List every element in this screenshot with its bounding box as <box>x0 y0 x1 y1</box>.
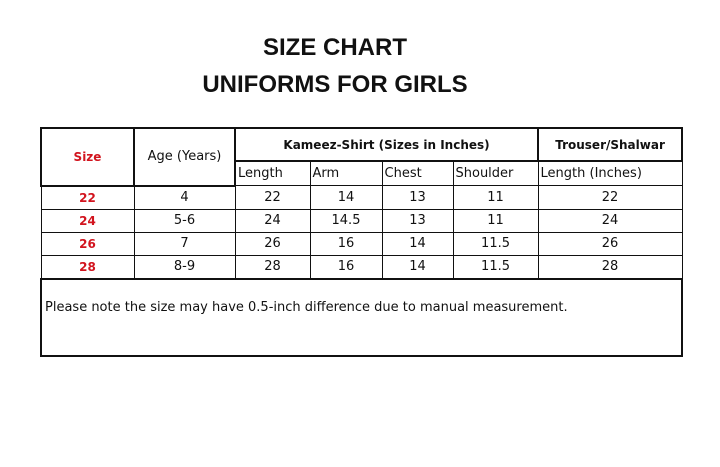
table-row: 24 5-6 24 14.5 13 11 24 <box>40 208 683 233</box>
trouser-length-cell: 22 <box>537 185 683 210</box>
trouser-length-cell: 28 <box>537 254 683 279</box>
age-cell: 8-9 <box>133 254 236 279</box>
arm-cell: 16 <box>309 254 383 279</box>
size-chart-table: Size Age (Years) Kameez-Shirt (Sizes in … <box>39 127 684 357</box>
length-cell: 24 <box>234 208 311 233</box>
table-row: 26 7 26 16 14 11.5 26 <box>40 231 683 256</box>
page-title: SIZE CHART <box>263 34 407 61</box>
length-subheader: Length <box>234 160 311 186</box>
length-cell: 26 <box>234 231 311 256</box>
arm-cell: 14.5 <box>309 208 383 233</box>
chest-cell: 14 <box>381 231 454 256</box>
age-cell: 7 <box>133 231 236 256</box>
shoulder-cell: 11 <box>452 208 539 233</box>
table-row: 28 8-9 28 16 14 11.5 28 <box>40 254 683 279</box>
trouser-header: Trouser/Shalwar <box>537 127 684 162</box>
chest-cell: 14 <box>381 254 454 279</box>
chest-subheader: Chest <box>381 160 454 186</box>
kameez-header: Kameez-Shirt (Sizes in Inches) <box>233 127 540 162</box>
age-header: Age (Years) <box>133 127 236 187</box>
arm-subheader: Arm <box>309 160 383 186</box>
length-cell: 22 <box>234 185 311 210</box>
age-cell: 4 <box>133 185 236 210</box>
size-cell: 26 <box>40 231 135 256</box>
size-cell: 22 <box>40 185 135 210</box>
shoulder-cell: 11 <box>452 185 539 210</box>
trouser-length-cell: 24 <box>537 208 683 233</box>
size-cell: 24 <box>40 208 135 233</box>
table-row: 22 4 22 14 13 11 22 <box>40 185 683 210</box>
chest-cell: 13 <box>381 208 454 233</box>
measurement-note: Please note the size may have 0.5-inch d… <box>39 277 684 357</box>
chest-cell: 13 <box>381 185 454 210</box>
age-cell: 5-6 <box>133 208 236 233</box>
arm-cell: 14 <box>309 185 383 210</box>
length-cell: 28 <box>234 254 311 279</box>
page-subtitle: UNIFORMS FOR GIRLS <box>202 71 468 98</box>
shoulder-cell: 11.5 <box>452 254 539 279</box>
shoulder-subheader: Shoulder <box>452 160 539 186</box>
size-cell: 28 <box>40 254 135 279</box>
shoulder-cell: 11.5 <box>452 231 539 256</box>
arm-cell: 16 <box>309 231 383 256</box>
trouser-length-cell: 26 <box>537 231 683 256</box>
size-header: Size <box>40 127 135 187</box>
trouser-length-subheader: Length (Inches) <box>537 160 683 186</box>
